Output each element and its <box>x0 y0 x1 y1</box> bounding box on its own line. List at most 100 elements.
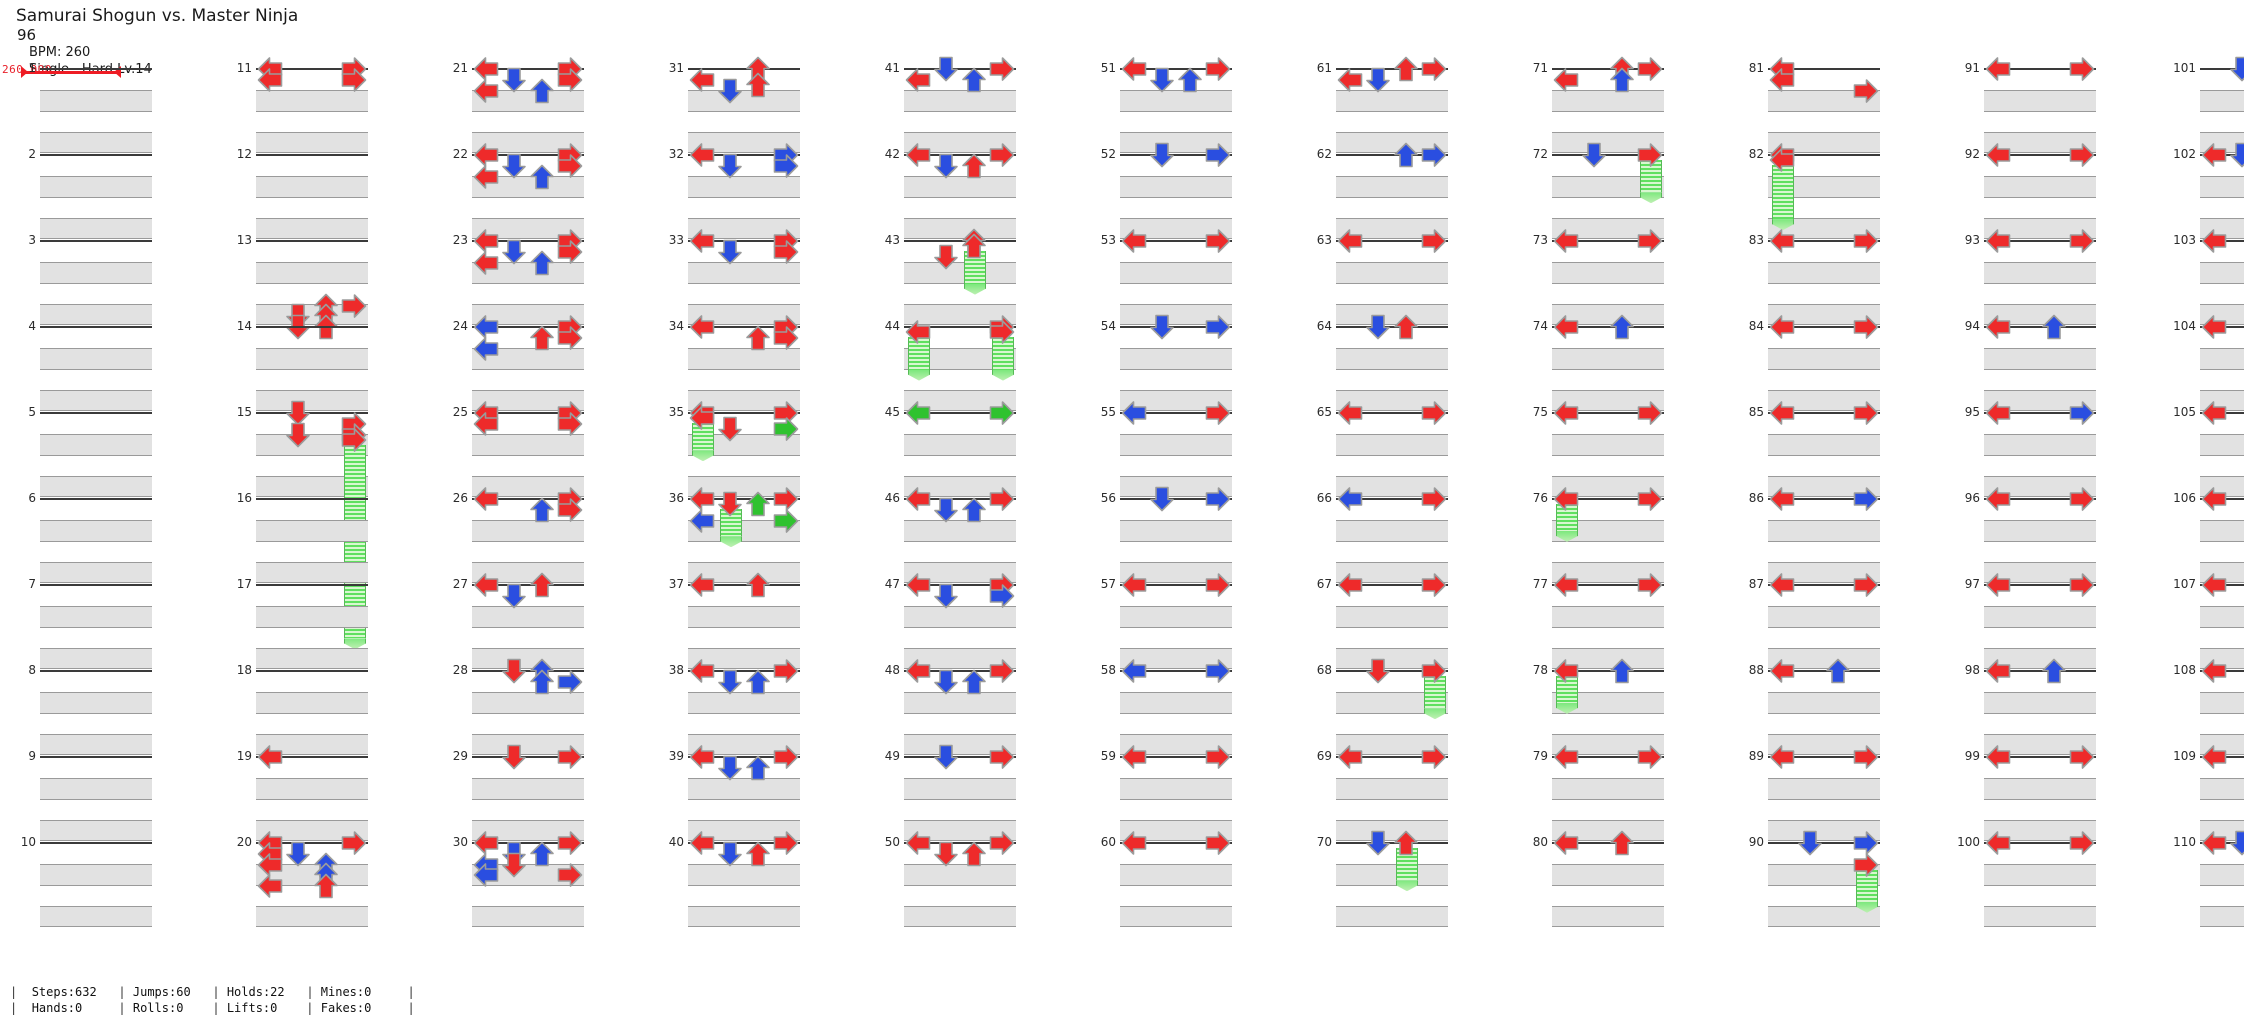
measure[interactable]: 70 <box>1310 830 1448 928</box>
measure[interactable]: 103 <box>2173 229 2244 326</box>
measure[interactable]: 44 <box>878 315 1016 412</box>
measure[interactable]: 110 <box>2173 830 2244 928</box>
measure[interactable]: 14 <box>230 320 368 412</box>
measure[interactable]: 90 <box>1742 830 1880 928</box>
measure[interactable]: 12 <box>230 148 368 240</box>
measure[interactable]: 50 <box>878 831 1016 928</box>
measure[interactable]: 45 <box>878 401 1016 498</box>
measure[interactable]: 19 <box>230 745 368 842</box>
measure[interactable]: 64 <box>1310 314 1448 412</box>
measure[interactable]: 43 <box>878 228 1016 326</box>
measure[interactable]: 47 <box>878 573 1016 670</box>
measure[interactable]: 28 <box>446 658 584 756</box>
measure[interactable]: 93 <box>1958 229 2096 326</box>
measure[interactable]: 83 <box>1742 229 1880 326</box>
measure[interactable]: 82 <box>1742 143 1880 240</box>
measure[interactable]: 25 <box>446 401 584 498</box>
measure[interactable]: 21 <box>446 57 584 154</box>
measure[interactable]: 58 <box>1094 659 1232 756</box>
measure[interactable]: 39 <box>662 745 800 842</box>
measure[interactable]: 17 <box>230 578 368 670</box>
measure[interactable]: 98 <box>1958 658 2096 756</box>
measure[interactable]: 77 <box>1526 573 1664 670</box>
measure[interactable]: 74 <box>1526 314 1664 412</box>
measure[interactable]: 38 <box>662 659 800 756</box>
hold-note-body[interactable] <box>1856 869 1878 902</box>
measure[interactable]: 95 <box>1958 401 2096 498</box>
measure[interactable]: 81 <box>1742 57 1880 154</box>
measure[interactable]: 59 <box>1094 745 1232 842</box>
measure[interactable]: 65 <box>1310 401 1448 498</box>
measure[interactable]: 4 <box>14 320 152 412</box>
measure[interactable]: 42 <box>878 143 1016 240</box>
measure[interactable]: 40 <box>662 831 800 928</box>
measure[interactable]: 32 <box>662 143 800 240</box>
measure[interactable]: 26 <box>446 487 584 584</box>
measure[interactable]: 75 <box>1526 401 1664 498</box>
measure[interactable]: 91 <box>1958 57 2096 154</box>
measure[interactable]: 106 <box>2173 487 2244 584</box>
hold-note-body[interactable] <box>1640 160 1662 193</box>
hold-note-body[interactable] <box>1424 676 1446 709</box>
measure[interactable]: 15 <box>230 400 368 650</box>
measure[interactable]: 80 <box>1526 830 1664 928</box>
measure[interactable]: 68 <box>1310 658 1448 756</box>
measure[interactable]: 35 <box>662 401 800 498</box>
measure[interactable]: 78 <box>1526 658 1664 756</box>
measure[interactable]: 73 <box>1526 229 1664 326</box>
measure[interactable]: 13 <box>230 234 368 340</box>
measure[interactable]: 2 <box>14 148 152 240</box>
measure[interactable]: 29 <box>446 744 584 842</box>
measure[interactable]: 37 <box>662 572 800 670</box>
measure[interactable]: 84 <box>1742 315 1880 412</box>
measure[interactable]: 48 <box>878 659 1016 756</box>
measure[interactable]: 105 <box>2173 401 2244 498</box>
measure[interactable]: 67 <box>1310 573 1448 670</box>
measure[interactable]: 79 <box>1526 745 1664 842</box>
hold-note-body[interactable] <box>720 509 742 537</box>
measure[interactable]: 22 <box>446 143 584 240</box>
hold-note-body[interactable] <box>992 337 1014 370</box>
measure[interactable]: 7 <box>14 578 152 670</box>
measure[interactable]: 8 <box>14 664 152 756</box>
measure[interactable]: 86 <box>1742 487 1880 584</box>
measure[interactable]: 9 <box>14 750 152 842</box>
hold-note-body[interactable] <box>1396 848 1418 881</box>
measure[interactable]: 92 <box>1958 143 2096 240</box>
measure[interactable]: 24 <box>446 315 584 412</box>
measure[interactable]: 54 <box>1094 314 1232 412</box>
measure[interactable]: 49 <box>878 744 1016 842</box>
measure[interactable]: 20 <box>230 831 368 928</box>
measure[interactable]: 63 <box>1310 229 1448 326</box>
measure[interactable]: 56 <box>1094 486 1232 584</box>
measure[interactable]: 34 <box>662 315 800 412</box>
measure[interactable]: 85 <box>1742 401 1880 498</box>
measure[interactable]: 36 <box>662 487 800 584</box>
measure[interactable]: 94 <box>1958 314 2096 412</box>
measure[interactable]: 51 <box>1094 57 1232 154</box>
measure[interactable]: 1 <box>14 62 152 154</box>
measure[interactable]: 99 <box>1958 745 2096 842</box>
measure[interactable]: 46 <box>878 487 1016 584</box>
measure[interactable]: 89 <box>1742 745 1880 842</box>
measure[interactable]: 18 <box>230 664 368 756</box>
measure[interactable]: 76 <box>1526 487 1664 584</box>
measure[interactable]: 60 <box>1094 831 1232 928</box>
measure[interactable]: 23 <box>446 229 584 326</box>
measure[interactable]: 11 <box>230 57 368 154</box>
measure[interactable]: 100 <box>1957 831 2096 928</box>
measure[interactable]: 88 <box>1742 658 1880 756</box>
measure[interactable]: 53 <box>1094 229 1232 326</box>
measure[interactable]: 31 <box>662 56 800 154</box>
measure[interactable]: 55 <box>1094 401 1232 498</box>
measure[interactable]: 66 <box>1310 487 1448 584</box>
measure[interactable]: 69 <box>1310 745 1448 842</box>
hold-note-body[interactable] <box>908 337 930 370</box>
measure[interactable]: 62 <box>1310 142 1448 240</box>
measure[interactable]: 87 <box>1742 573 1880 670</box>
measure[interactable]: 61 <box>1310 56 1448 154</box>
measure[interactable]: 57 <box>1094 573 1232 670</box>
hold-note-body[interactable] <box>692 423 714 451</box>
measure[interactable]: 3 <box>14 234 152 326</box>
